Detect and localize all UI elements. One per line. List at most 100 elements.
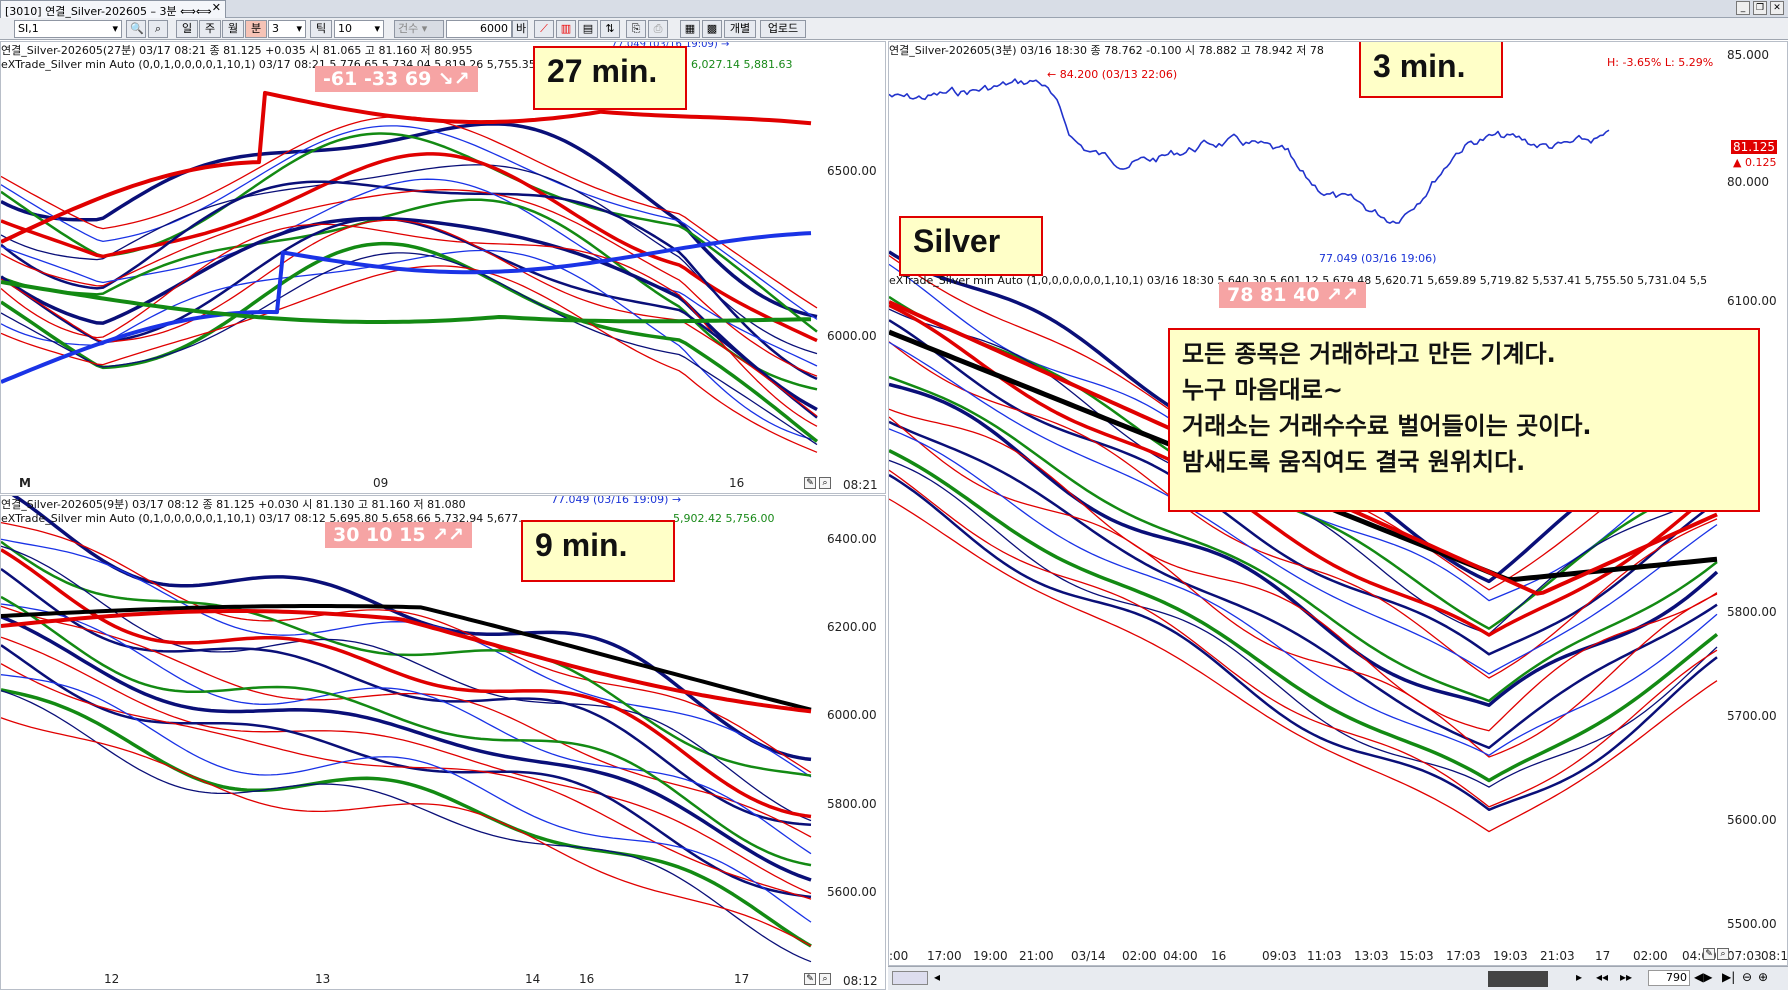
- chart-pane-27min[interactable]: 연결_Silver-202605(27분) 03/17 08:21 종 81.1…: [0, 41, 886, 494]
- indicator-line: [1, 603, 812, 855]
- rewind-icon[interactable]: ◂◂: [1596, 970, 1609, 984]
- indicator-line: [1, 125, 818, 320]
- indicator-line: [1, 717, 812, 947]
- window-close-icon[interactable]: ✕: [1770, 1, 1784, 15]
- table-icon[interactable]: ▩: [702, 20, 722, 38]
- zoom-in-icon[interactable]: ⊕: [1758, 970, 1769, 984]
- separate-button[interactable]: 개별: [724, 20, 756, 38]
- pane-9-indicator-values: 5,902.42 5,756.00: [673, 512, 775, 525]
- zoom-icon[interactable]: ⌕: [819, 477, 831, 489]
- count-select[interactable]: 건수 ▾: [394, 20, 444, 38]
- indicator-line: [889, 420, 1718, 750]
- pen-icon[interactable]: ✎: [804, 973, 816, 985]
- forward-icon[interactable]: ▸▸: [1620, 970, 1633, 984]
- chevron-down-icon: ▾: [112, 22, 118, 35]
- pen-icon[interactable]: ✎: [1703, 948, 1715, 960]
- x-tick: 16: [579, 972, 595, 986]
- window-controls: _ ❐ ✕: [1736, 1, 1784, 15]
- tick-select[interactable]: 10 ▾: [334, 20, 384, 38]
- indicator-line: [889, 416, 1718, 758]
- indicator-line: [1, 219, 818, 417]
- x-tick: 09:03: [1262, 949, 1297, 963]
- sort-icon[interactable]: ⇅: [600, 20, 620, 38]
- play-icon[interactable]: ◀▶: [1694, 970, 1713, 984]
- x-tick: 19:00: [973, 949, 1008, 963]
- copy-icon[interactable]: ⎘: [626, 20, 646, 38]
- x-tick: M: [19, 476, 31, 490]
- interval-select[interactable]: 3 ▾: [268, 20, 306, 38]
- end-icon[interactable]: ▶|: [1722, 970, 1736, 984]
- indicator-line: [1, 152, 818, 343]
- search-icon[interactable]: 🔍: [126, 20, 146, 38]
- symbol-select[interactable]: SI,1 ▾: [14, 20, 122, 38]
- indicator-line: [1, 252, 818, 446]
- pane-27-header: 연결_Silver-202605(27분) 03/17 08:21 종 81.1…: [1, 44, 473, 57]
- find-icon[interactable]: ⌕: [148, 20, 168, 38]
- x-tick: 15:03: [1399, 949, 1434, 963]
- x-tick: 17:00: [927, 949, 962, 963]
- chart-type-icon[interactable]: ⟋: [534, 20, 554, 38]
- pane-3-badge: 78 81 40 ↗↗: [1219, 282, 1367, 308]
- upload-button[interactable]: 업로드: [760, 20, 806, 38]
- chart-scrollbar[interactable]: ◂ ▸ ◂◂ ▸▸ 790 ◀▶ ▶| ⊖ ⊕: [888, 966, 1788, 990]
- indicator-line: [1, 595, 812, 867]
- indicator-line: [889, 341, 1718, 675]
- indicator-line: [1, 636, 812, 895]
- pane-9-header: 연결_Silver-202605(9분) 03/17 08:12 종 81.12…: [1, 498, 466, 511]
- pane-3-label: 3 min.: [1359, 42, 1503, 98]
- bar-icon[interactable]: ▤: [578, 20, 598, 38]
- period-day-button[interactable]: 일: [176, 20, 198, 38]
- period-week-button[interactable]: 주: [199, 20, 221, 38]
- y-tick: 6400.00: [827, 532, 877, 546]
- pen-icon[interactable]: ✎: [804, 477, 816, 489]
- y-tick: 6500.00: [827, 164, 877, 178]
- time-label: 08:12: [1761, 949, 1788, 963]
- zoom-icon[interactable]: ⌕: [1717, 948, 1729, 960]
- zoom-icon[interactable]: ⌕: [819, 973, 831, 985]
- scroll-thumb[interactable]: [892, 971, 928, 985]
- scroll-track-thumb[interactable]: [1488, 971, 1548, 987]
- indicator-line: [1, 605, 812, 838]
- indicator-line: [1, 280, 812, 324]
- tick-button[interactable]: 틱: [310, 20, 332, 38]
- scroll-left-icon[interactable]: ◂: [934, 970, 941, 984]
- zoom-out-icon[interactable]: ⊖: [1742, 970, 1753, 984]
- x-tick: :00: [889, 949, 909, 963]
- pane-3-header: 연결_Silver-202605(3분) 03/16 18:30 종 78.76…: [889, 44, 1324, 57]
- indicator-line: [1, 663, 812, 900]
- y-tick: 6000.00: [827, 708, 877, 722]
- period-month-button[interactable]: 월: [222, 20, 244, 38]
- count-input[interactable]: 6000: [446, 20, 512, 38]
- pane-9-low-note: 77.049 (03/16 19:09) →: [551, 495, 682, 506]
- pane-27-label: 27 min.: [533, 46, 687, 110]
- indicator-line: [1, 217, 818, 419]
- indicator-line: [1, 189, 818, 377]
- document-icon[interactable]: ▦: [680, 20, 700, 38]
- indicator-line: [889, 408, 1718, 732]
- scroll-right-icon[interactable]: ▸: [1576, 970, 1583, 984]
- minimize-icon[interactable]: _: [1736, 1, 1750, 15]
- x-tick: 04:00: [1163, 949, 1198, 963]
- price-high-note: ← 84.200 (03/13 22:06): [1047, 68, 1178, 81]
- window-tab[interactable]: [3010] 연결_Silver-202605 – 3분 ⟺⟺ ✕: [0, 0, 226, 18]
- indicator-line: [1, 567, 812, 827]
- y-tick: 5700.00: [1727, 709, 1777, 723]
- x-tick: 17: [734, 972, 750, 986]
- print-icon[interactable]: ⎙: [648, 20, 668, 38]
- tick-value: 10: [338, 22, 352, 35]
- period-minute-button[interactable]: 분: [245, 20, 267, 38]
- indicator-line: [1, 674, 812, 923]
- indicator-line: [1, 249, 818, 442]
- candle-icon[interactable]: ▥: [556, 20, 576, 38]
- interval-value: 3: [272, 22, 279, 35]
- zoom-input[interactable]: 790: [1648, 970, 1690, 986]
- chart-3min-plot: [889, 78, 1719, 833]
- x-tick: 11:03: [1307, 949, 1342, 963]
- indicator-line: [889, 341, 1718, 679]
- x-tick: 12: [104, 972, 120, 986]
- chart-pane-9min[interactable]: 연결_Silver-202605(9분) 03/17 08:12 종 81.12…: [0, 495, 886, 990]
- x-tick: 07:03: [1727, 949, 1762, 963]
- restore-icon[interactable]: ❐: [1753, 1, 1767, 15]
- window-tab-title: [3010] 연결_Silver-202605 – 3분 ⟺⟺: [5, 5, 212, 18]
- close-icon[interactable]: ✕: [211, 1, 221, 14]
